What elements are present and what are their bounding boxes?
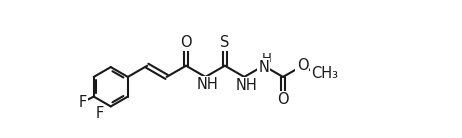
- Text: F: F: [95, 106, 103, 121]
- Text: NH: NH: [236, 78, 258, 93]
- Text: N: N: [258, 60, 269, 75]
- Text: H: H: [262, 52, 272, 65]
- Text: O: O: [277, 92, 289, 107]
- Text: NH: NH: [197, 77, 219, 92]
- Text: O: O: [180, 35, 192, 50]
- Text: CH₃: CH₃: [311, 66, 338, 81]
- Text: S: S: [220, 35, 230, 50]
- Text: F: F: [79, 95, 87, 110]
- Text: O: O: [297, 58, 308, 73]
